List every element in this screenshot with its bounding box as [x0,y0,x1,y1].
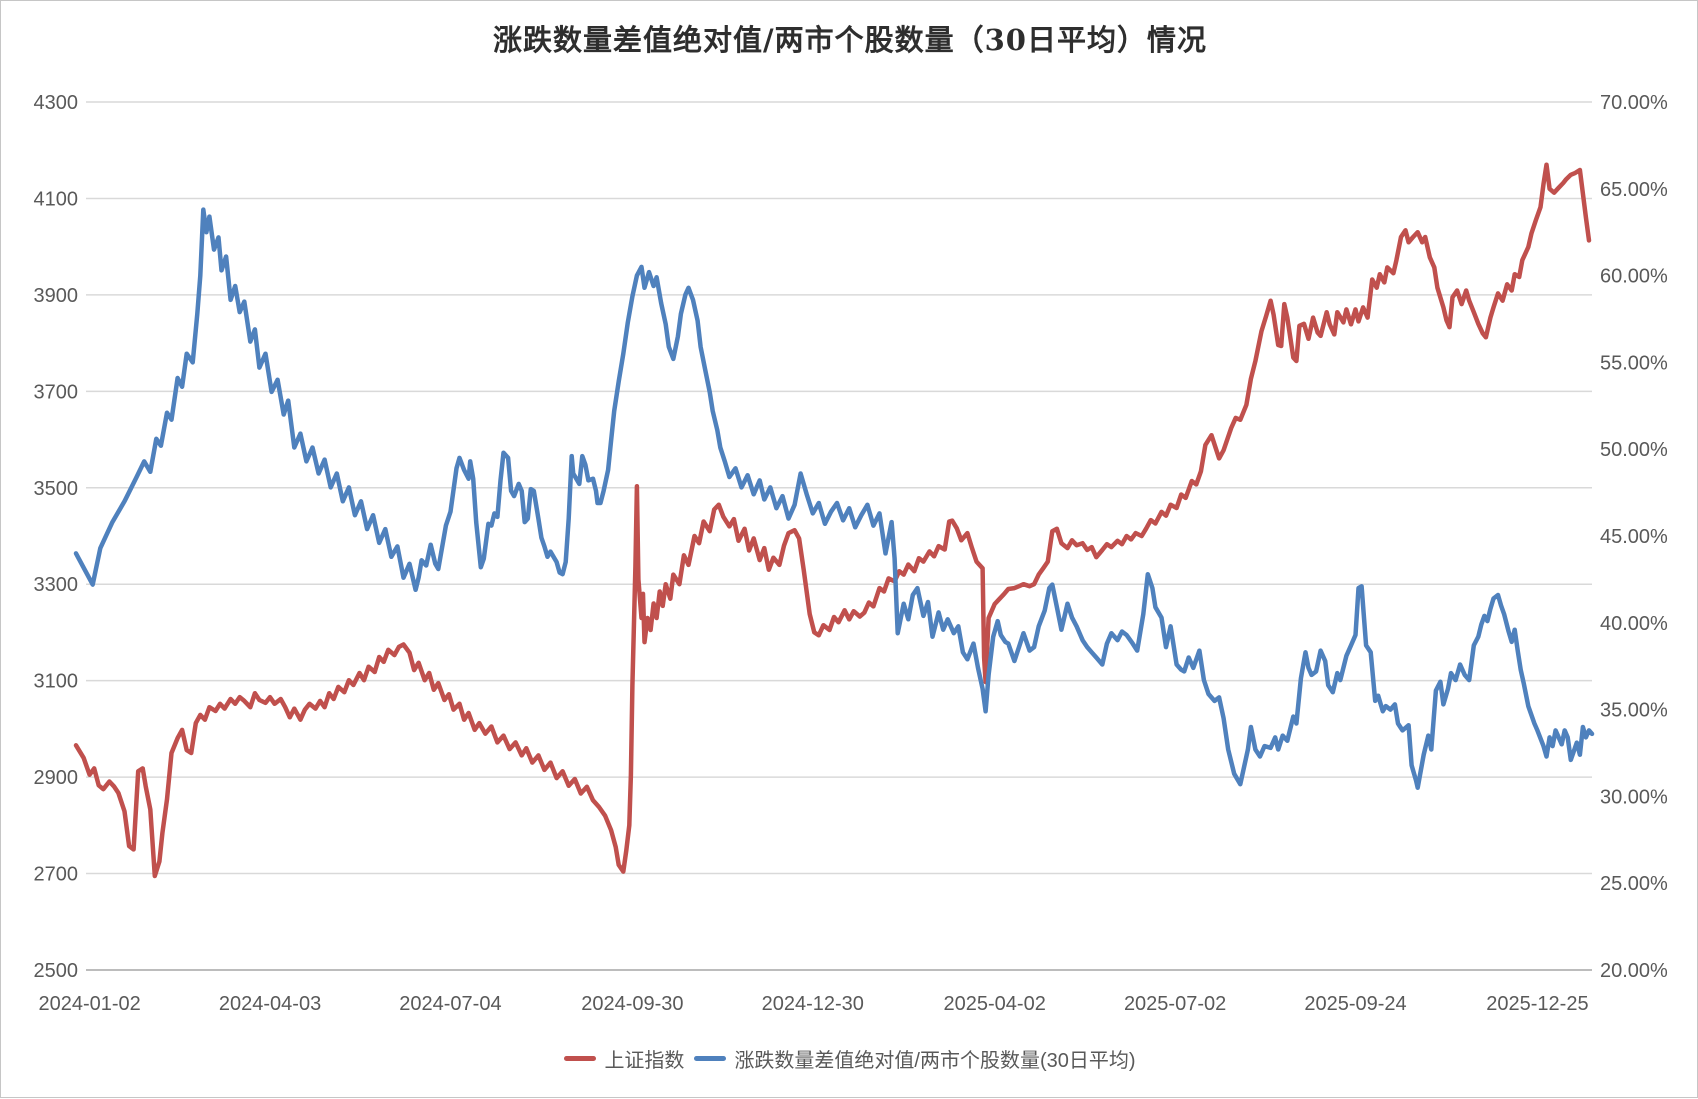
sse-index-legend-swatch-icon [564,1056,597,1061]
x-axis-tick-label: 2024-04-03 [219,993,321,1015]
right-axis-tick-label: 30.00% [1600,786,1668,808]
x-axis-tick-label: 2025-09-24 [1304,993,1406,1015]
x-axis-tick-label: 2025-07-02 [1124,993,1226,1015]
legend-item-ratio: 涨跌数量差值绝对值/两市个股数量(30日平均) [694,1044,1136,1073]
right-axis-tick-label: 55.00% [1600,352,1668,374]
x-axis-tick-label: 2024-01-02 [38,993,140,1015]
right-axis-tick-label: 25.00% [1600,873,1668,895]
left-axis-tick-label: 2700 [34,864,79,886]
left-axis-tick-label: 2900 [34,767,79,789]
right-axis-tick-label: 35.00% [1600,700,1668,722]
left-axis-tick-label: 3500 [34,478,79,500]
left-axis-tick-label: 3900 [34,285,79,307]
x-axis-tick-label: 2025-04-02 [944,993,1046,1015]
right-axis-tick-label: 20.00% [1600,960,1668,982]
x-axis-tick-label: 2025-12-25 [1486,993,1588,1015]
x-axis-tick-label: 2024-09-30 [581,993,683,1015]
ratio-legend-label: 涨跌数量差值绝对值/两市个股数量(30日平均) [734,1050,1136,1072]
left-axis-tick-label: 4100 [34,188,79,210]
x-axis-tick-label: 2024-07-04 [399,993,501,1015]
right-axis-tick-label: 45.00% [1600,526,1668,548]
left-axis-tick-label: 3700 [34,381,79,403]
left-axis-tick-label: 4300 [34,92,79,114]
left-axis-tick-label: 2500 [34,960,79,982]
ratio-line [73,207,1595,790]
left-axis-tick-label: 3300 [34,574,79,596]
right-axis-tick-label: 50.00% [1600,439,1668,461]
sse-index-line [73,162,1592,879]
right-axis-tick-label: 60.00% [1600,266,1668,288]
right-axis-tick-label: 70.00% [1600,92,1668,114]
x-axis-tick-label: 2024-12-30 [762,993,864,1015]
ratio-legend-swatch-icon [694,1056,727,1061]
legend-item-sse-index: 上证指数 [564,1044,684,1073]
chart-legend: 上证指数 涨跌数量差值绝对值/两市个股数量(30日平均) [1,1044,1698,1073]
right-axis-tick-label: 40.00% [1600,613,1668,635]
right-axis-tick-label: 65.00% [1600,179,1668,201]
sse-index-legend-label: 上证指数 [604,1050,685,1072]
left-axis-tick-label: 3100 [34,671,79,693]
chart-title: 涨跌数量差值绝对值/两市个股数量（30日平均）情况 [493,23,1207,57]
